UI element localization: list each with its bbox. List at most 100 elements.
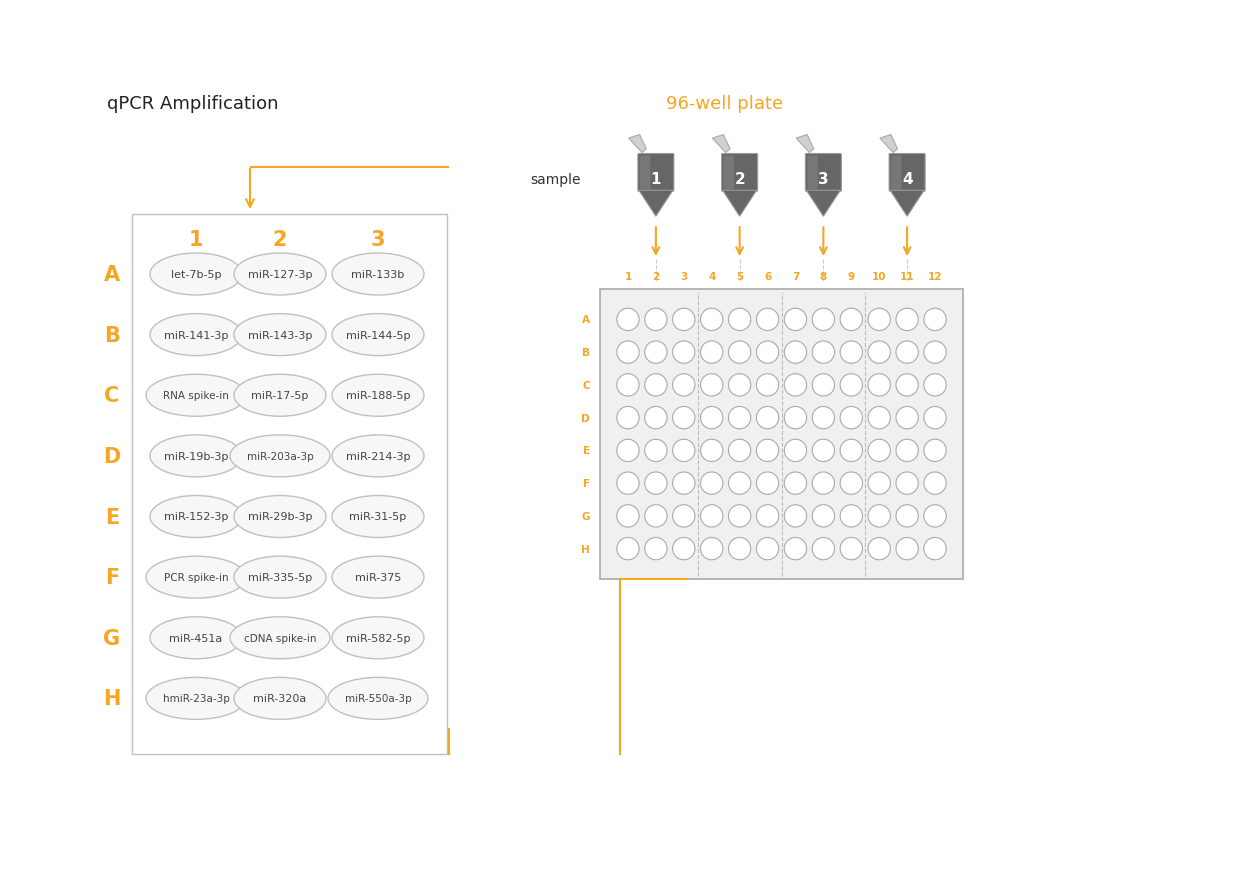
- Circle shape: [673, 374, 695, 396]
- Text: miR-127-3p: miR-127-3p: [248, 270, 313, 280]
- Circle shape: [923, 407, 946, 430]
- Text: E: E: [105, 507, 119, 527]
- Text: 2: 2: [735, 172, 745, 188]
- Text: let-7b-5p: let-7b-5p: [171, 270, 221, 280]
- Text: miR-19b-3p: miR-19b-3p: [164, 452, 228, 461]
- FancyBboxPatch shape: [808, 156, 818, 190]
- Circle shape: [923, 374, 946, 396]
- Polygon shape: [639, 191, 673, 217]
- Circle shape: [700, 309, 722, 332]
- Text: 11: 11: [900, 272, 915, 282]
- Ellipse shape: [328, 678, 428, 719]
- FancyBboxPatch shape: [805, 154, 841, 192]
- Text: miR-582-5p: miR-582-5p: [346, 633, 411, 643]
- Circle shape: [700, 505, 722, 527]
- Circle shape: [700, 374, 722, 396]
- Text: 5: 5: [736, 272, 743, 282]
- Circle shape: [700, 538, 722, 560]
- Bar: [132, 215, 447, 754]
- Circle shape: [896, 505, 918, 527]
- Circle shape: [896, 407, 918, 430]
- Circle shape: [896, 309, 918, 332]
- Text: 1: 1: [624, 272, 632, 282]
- Circle shape: [728, 439, 751, 462]
- Circle shape: [784, 473, 807, 495]
- Circle shape: [840, 309, 862, 332]
- Ellipse shape: [150, 617, 242, 659]
- Text: miR-31-5p: miR-31-5p: [350, 512, 407, 522]
- Ellipse shape: [150, 496, 242, 538]
- Circle shape: [923, 505, 946, 527]
- Circle shape: [867, 439, 890, 462]
- Text: qPCR Amplification: qPCR Amplification: [107, 95, 278, 113]
- Text: miR-375: miR-375: [355, 573, 401, 582]
- Circle shape: [756, 309, 778, 332]
- Text: miR-214-3p: miR-214-3p: [346, 452, 411, 461]
- Ellipse shape: [333, 435, 424, 477]
- FancyBboxPatch shape: [721, 154, 757, 192]
- Circle shape: [673, 473, 695, 495]
- Circle shape: [645, 341, 668, 364]
- Text: miR-144-5p: miR-144-5p: [346, 331, 411, 340]
- FancyBboxPatch shape: [638, 154, 674, 192]
- Ellipse shape: [235, 314, 326, 356]
- Circle shape: [617, 439, 639, 462]
- Ellipse shape: [333, 253, 424, 296]
- Circle shape: [645, 374, 668, 396]
- Polygon shape: [712, 135, 730, 153]
- Circle shape: [728, 505, 751, 527]
- Circle shape: [923, 439, 946, 462]
- Text: 9: 9: [848, 272, 855, 282]
- Circle shape: [645, 309, 668, 332]
- Circle shape: [784, 439, 807, 462]
- Ellipse shape: [146, 678, 246, 719]
- Text: 1: 1: [650, 172, 661, 188]
- Circle shape: [896, 374, 918, 396]
- Text: 3: 3: [371, 230, 385, 250]
- Circle shape: [728, 309, 751, 332]
- Circle shape: [673, 538, 695, 560]
- Circle shape: [867, 407, 890, 430]
- Circle shape: [840, 473, 862, 495]
- Circle shape: [812, 538, 834, 560]
- FancyBboxPatch shape: [891, 156, 902, 190]
- Circle shape: [673, 439, 695, 462]
- Circle shape: [867, 309, 890, 332]
- Circle shape: [923, 473, 946, 495]
- Ellipse shape: [333, 617, 424, 659]
- Text: miR-188-5p: miR-188-5p: [346, 391, 411, 401]
- Text: miR-335-5p: miR-335-5p: [248, 573, 313, 582]
- Ellipse shape: [333, 314, 424, 356]
- Polygon shape: [797, 135, 814, 153]
- Text: G: G: [582, 511, 589, 521]
- Circle shape: [700, 407, 722, 430]
- Text: 6: 6: [764, 272, 771, 282]
- Circle shape: [700, 473, 722, 495]
- Circle shape: [617, 505, 639, 527]
- FancyBboxPatch shape: [640, 156, 650, 190]
- Circle shape: [756, 407, 778, 430]
- Circle shape: [867, 341, 890, 364]
- Circle shape: [645, 505, 668, 527]
- Text: D: D: [581, 413, 589, 423]
- Text: 1: 1: [189, 230, 204, 250]
- Circle shape: [784, 538, 807, 560]
- Circle shape: [617, 538, 639, 560]
- Ellipse shape: [150, 314, 242, 356]
- Circle shape: [840, 341, 862, 364]
- Circle shape: [896, 341, 918, 364]
- Text: miR-550a-3p: miR-550a-3p: [345, 694, 411, 703]
- Circle shape: [617, 374, 639, 396]
- Circle shape: [812, 341, 834, 364]
- Ellipse shape: [150, 253, 242, 296]
- Circle shape: [896, 439, 918, 462]
- Text: 4: 4: [709, 272, 715, 282]
- Text: B: B: [104, 325, 120, 346]
- Circle shape: [673, 341, 695, 364]
- Ellipse shape: [150, 435, 242, 477]
- Polygon shape: [880, 135, 897, 153]
- Circle shape: [756, 505, 778, 527]
- Ellipse shape: [235, 496, 326, 538]
- Text: 4: 4: [902, 172, 912, 188]
- Text: miR-133b: miR-133b: [351, 270, 405, 280]
